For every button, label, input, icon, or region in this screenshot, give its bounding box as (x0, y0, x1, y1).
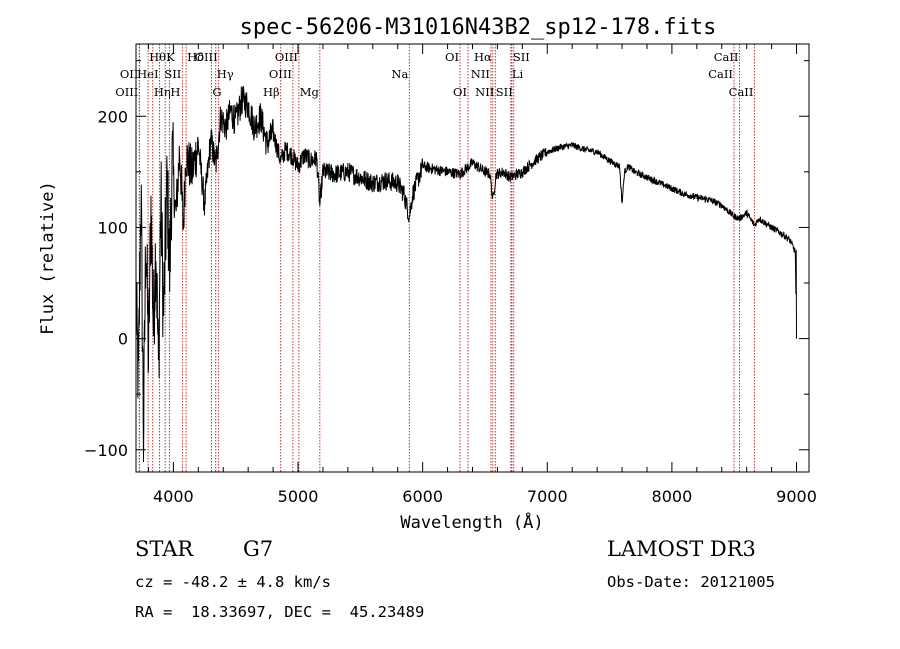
x-tick-label: 5000 (278, 487, 319, 506)
observation-date: Obs-Date: 20121005 (607, 573, 775, 591)
annotation-label: OIII (269, 67, 292, 81)
annotation-label: Hβ (263, 85, 280, 99)
object-class: STAR (135, 537, 194, 561)
survey-name: LAMOST DR3 (607, 537, 756, 561)
annotation-label: NII (471, 67, 490, 81)
annotation-label: Hθ (149, 50, 166, 64)
annotation-label: Hγ (217, 67, 234, 81)
sky-coordinates: RA = 18.33697, DEC = 45.23489 (135, 603, 425, 621)
annotation-label: Hδ (187, 50, 204, 64)
x-axis-label: Wavelength (Å) (400, 511, 543, 533)
annotation-label: H (170, 85, 180, 99)
y-tick-label: 200 (97, 107, 128, 126)
annotation-label: OIII (115, 85, 138, 99)
x-tick-label: 6000 (402, 487, 443, 506)
object-subclass: G7 (243, 537, 274, 561)
y-axis-ticks: −100 0 100 200 (84, 60, 809, 460)
annotation-label: Mg (300, 85, 320, 99)
annotation-label: CaII (729, 85, 754, 99)
x-tick-label: 7000 (527, 487, 568, 506)
annotation-label: Na (391, 67, 408, 81)
y-tick-label: 100 (97, 218, 128, 237)
y-axis-label: Flux (relative) (38, 181, 58, 335)
chart-title: spec-56206-M31016N43B2_sp12-178.fits (240, 15, 717, 40)
annotation-label: CaII (714, 50, 739, 64)
annotation-label: OI (445, 50, 459, 64)
annotation-label: Hη (154, 85, 171, 99)
annotation-label: SII (513, 50, 530, 64)
annotation-label: HeI (137, 67, 158, 81)
annotation-label: OIII (275, 50, 298, 64)
annotation-label: Li (512, 67, 524, 81)
annotation-label: OI (453, 85, 467, 99)
annotation-labels: Hθ OII OIII K HeI Hη H Hδ SII OIII Hγ G OIII OIII Hβ Mg… (115, 50, 753, 99)
annotation-label: NII (475, 85, 494, 99)
annotation-label: K (166, 50, 175, 64)
annotation-label: G (212, 85, 221, 99)
x-tick-label: 9000 (776, 487, 817, 506)
x-tick-label: 4000 (153, 487, 194, 506)
redshift-velocity: cz = -48.2 ± 4.8 km/s (135, 573, 331, 591)
annotation-label: Hα (474, 50, 492, 64)
annotation-label: SII (496, 85, 513, 99)
y-tick-label: 0 (118, 330, 128, 349)
x-tick-label: 8000 (652, 487, 693, 506)
annotation-label: SII (164, 67, 181, 81)
annotation-label: OIII (195, 50, 218, 64)
annotation-label: CaII (708, 67, 733, 81)
x-axis-ticks: 4000 5000 6000 7000 8000 9000 (147, 44, 817, 506)
y-tick-label: −100 (84, 441, 128, 460)
annotation-label: OII (120, 67, 139, 81)
spectrum-line (135, 85, 797, 463)
